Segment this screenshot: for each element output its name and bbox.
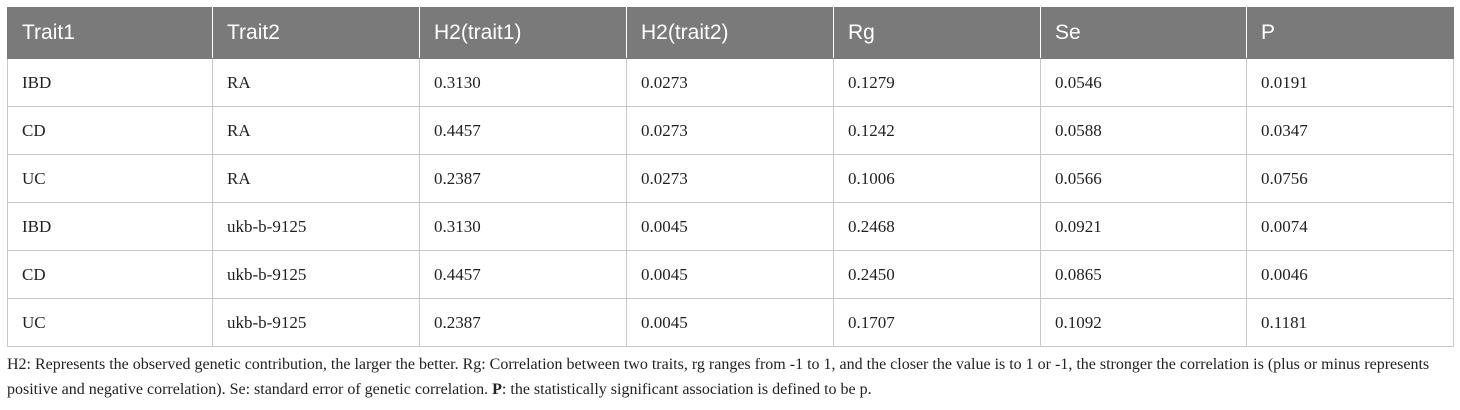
cell-se: 0.0546	[1040, 58, 1247, 107]
cell-p: 0.0191	[1246, 58, 1454, 107]
cell-trait1: CD	[7, 250, 213, 299]
footnote-p-label: P	[492, 381, 502, 398]
cell-p: 0.0074	[1246, 202, 1454, 251]
cell-se: 0.0921	[1040, 202, 1247, 251]
cell-trait2: RA	[212, 154, 420, 203]
cell-trait2: ukb-b-9125	[212, 250, 420, 299]
cell-h2-trait1: 0.2387	[419, 298, 627, 347]
cell-p: 0.1181	[1246, 298, 1454, 347]
cell-rg: 0.1279	[833, 58, 1041, 107]
cell-rg: 0.2468	[833, 202, 1041, 251]
header-trait2: Trait2	[212, 7, 420, 59]
cell-trait2: ukb-b-9125	[212, 202, 420, 251]
cell-trait2: RA	[212, 58, 420, 107]
header-rg: Rg	[833, 7, 1041, 59]
table-row: IBD RA 0.3130 0.0273 0.1279 0.0546 0.019…	[7, 58, 1454, 107]
cell-trait1: UC	[7, 154, 213, 203]
cell-h2-trait2: 0.0273	[626, 106, 834, 155]
cell-h2-trait2: 0.0045	[626, 202, 834, 251]
table-row: UC RA 0.2387 0.0273 0.1006 0.0566 0.0756	[7, 154, 1454, 203]
table-body: IBD RA 0.3130 0.0273 0.1279 0.0546 0.019…	[7, 58, 1454, 347]
cell-trait1: IBD	[7, 58, 213, 107]
cell-h2-trait1: 0.3130	[419, 202, 627, 251]
header-row: Trait1 Trait2 H2(trait1) H2(trait2) Rg S…	[7, 7, 1454, 59]
cell-trait2: RA	[212, 106, 420, 155]
cell-p: 0.0046	[1246, 250, 1454, 299]
table-footnote: H2: Represents the observed genetic cont…	[7, 352, 1453, 402]
cell-rg: 0.2450	[833, 250, 1041, 299]
cell-trait2: ukb-b-9125	[212, 298, 420, 347]
header-h2-trait1: H2(trait1)	[419, 7, 627, 59]
cell-h2-trait1: 0.4457	[419, 250, 627, 299]
table-row: CD RA 0.4457 0.0273 0.1242 0.0588 0.0347	[7, 106, 1454, 155]
cell-p: 0.0347	[1246, 106, 1454, 155]
table-header: Trait1 Trait2 H2(trait1) H2(trait2) Rg S…	[7, 7, 1454, 59]
genetic-correlation-table-container: Trait1 Trait2 H2(trait1) H2(trait2) Rg S…	[7, 7, 1454, 347]
cell-trait1: IBD	[7, 202, 213, 251]
footnote-p-definition: : the statistically significant associat…	[501, 381, 872, 398]
cell-h2-trait2: 0.0273	[626, 154, 834, 203]
cell-se: 0.0865	[1040, 250, 1247, 299]
header-p: P	[1246, 7, 1454, 59]
header-h2-trait2: H2(trait2)	[626, 7, 834, 59]
cell-se: 0.1092	[1040, 298, 1247, 347]
cell-h2-trait1: 0.3130	[419, 58, 627, 107]
table-row: IBD ukb-b-9125 0.3130 0.0045 0.2468 0.09…	[7, 202, 1454, 251]
cell-trait1: CD	[7, 106, 213, 155]
cell-se: 0.0566	[1040, 154, 1247, 203]
genetic-correlation-table: Trait1 Trait2 H2(trait1) H2(trait2) Rg S…	[7, 7, 1454, 347]
cell-trait1: UC	[7, 298, 213, 347]
table-row: UC ukb-b-9125 0.2387 0.0045 0.1707 0.109…	[7, 298, 1454, 347]
cell-h2-trait1: 0.2387	[419, 154, 627, 203]
cell-h2-trait2: 0.0045	[626, 298, 834, 347]
cell-p: 0.0756	[1246, 154, 1454, 203]
cell-h2-trait2: 0.0045	[626, 250, 834, 299]
table-row: CD ukb-b-9125 0.4457 0.0045 0.2450 0.086…	[7, 250, 1454, 299]
header-se: Se	[1040, 7, 1247, 59]
cell-rg: 0.1707	[833, 298, 1041, 347]
footnote-text: H2: Represents the observed genetic cont…	[7, 356, 1430, 398]
cell-se: 0.0588	[1040, 106, 1247, 155]
cell-h2-trait1: 0.4457	[419, 106, 627, 155]
cell-rg: 0.1006	[833, 154, 1041, 203]
cell-rg: 0.1242	[833, 106, 1041, 155]
header-trait1: Trait1	[7, 7, 213, 59]
cell-h2-trait2: 0.0273	[626, 58, 834, 107]
